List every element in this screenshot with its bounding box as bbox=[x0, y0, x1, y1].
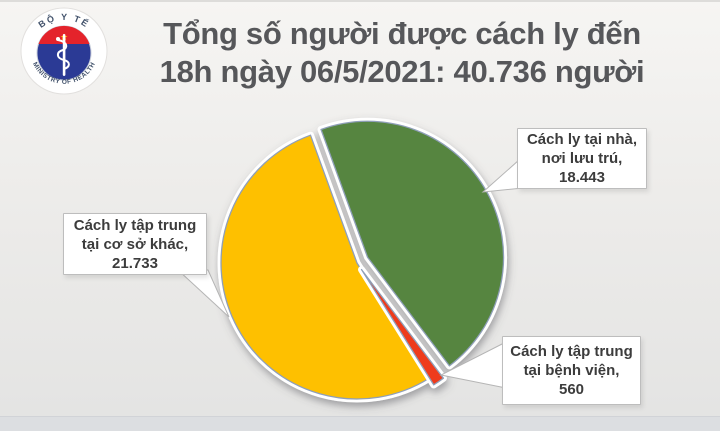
logo-staff-icon bbox=[62, 34, 66, 76]
callout-home-label-1: Cách ly tại nhà, bbox=[526, 131, 638, 148]
callout-other-value: 21.733 bbox=[112, 254, 158, 272]
logo-snake-icon bbox=[56, 39, 70, 70]
callout-home-value: 18.443 bbox=[559, 169, 605, 186]
moh-logo: ★ BỘ Y TẾ MINISTRY OF HEALTH bbox=[18, 4, 110, 107]
callout-home-label-2: nơi lưu trú, bbox=[541, 150, 623, 167]
pie-slice-other bbox=[220, 134, 430, 400]
logo-snake-head bbox=[56, 37, 60, 41]
callout-hospital-label-2: tại bệnh viện, bbox=[523, 362, 620, 379]
pie-slices-group bbox=[217, 117, 508, 403]
chart-title: Tổng số người được cách ly đến 18h ngày … bbox=[112, 15, 692, 91]
callout-hospital: Cách ly tập trung tại bệnh viện, 560 bbox=[502, 336, 641, 405]
callout-hospital-value: 560 bbox=[558, 381, 585, 398]
callout-other: Cách ly tập trung tại cơ sở khác, 21.733 bbox=[63, 213, 207, 275]
title-line-2: 18h ngày 06/5/2021: 40.736 người bbox=[159, 54, 645, 89]
pie-slice-hospital bbox=[360, 268, 445, 386]
moh-logo-emblem: ★ BỘ Y TẾ MINISTRY OF HEALTH bbox=[20, 7, 108, 95]
callout-other-label-2: tại cơ sở khác, bbox=[81, 235, 189, 253]
bottom-band bbox=[0, 416, 720, 431]
title-line-1: Tổng số người được cách ly đến bbox=[163, 16, 641, 51]
callout-home: Cách ly tại nhà, nơi lưu trú, 18.443 bbox=[517, 128, 647, 189]
pie-slice-home bbox=[320, 120, 505, 367]
callout-hospital-label-1: Cách ly tập trung bbox=[510, 343, 633, 360]
callout-other-label-1: Cách ly tập trung bbox=[73, 216, 197, 234]
